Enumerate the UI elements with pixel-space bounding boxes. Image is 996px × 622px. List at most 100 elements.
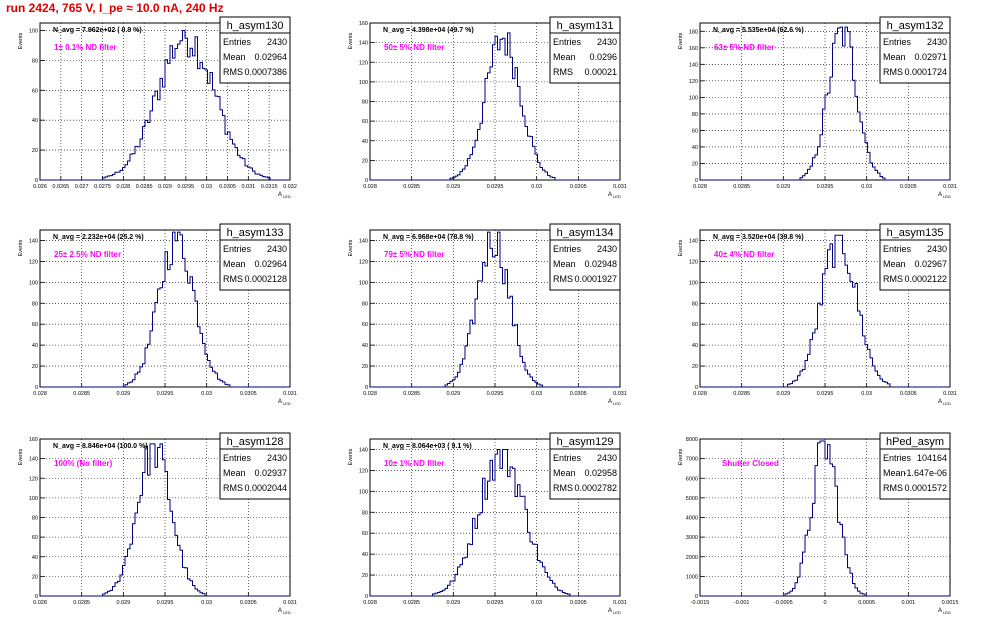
y-tick-label: 80 <box>362 510 368 516</box>
y-tick-label: 160 <box>29 437 38 443</box>
x-tick-label: -0.0005 <box>774 600 793 606</box>
stats-mean-value: -1.647e-06 <box>903 468 947 478</box>
stats-rms-value: 0.0002782 <box>574 483 617 493</box>
stats-box <box>879 223 951 291</box>
stats-box <box>219 16 291 84</box>
histogram-panel-hPed_asym: -0.0015 -0.001 -0.0005 0 0.0005 0.001 0.0015 0 1… <box>678 432 959 615</box>
x-tick-label: 0.0295 <box>157 391 174 397</box>
y-tick-label: 100 <box>359 80 368 86</box>
plot-frame <box>699 438 951 597</box>
stats-mean-label: Mean <box>553 52 576 62</box>
stats-entries-label: Entries <box>223 244 252 254</box>
x-tick-label: 0.029 <box>446 184 460 190</box>
x-tick-label: 0.029 <box>116 600 130 606</box>
stats-entries-value: 2430 <box>597 37 617 47</box>
histogram-panel-h_asym135: 0.028 0.0285 0.029 0.0295 0.03 0.0305 0.031 0 20… <box>678 223 957 406</box>
x-tick-label: 0.0285 <box>403 391 420 397</box>
x-tick-label: 0.029 <box>158 184 172 190</box>
x-tick-label: -0.001 <box>734 600 750 606</box>
stats-rms-value: 0.0002128 <box>244 274 287 284</box>
stats-mean-value: 0.02937 <box>254 468 287 478</box>
histogram-name: h_asym130 <box>227 20 284 32</box>
stats-box <box>549 223 621 291</box>
histogram-panel-h_asym134: 0.028 0.0285 0.029 0.0295 0.03 0.0305 0.031 0 20… <box>348 223 627 406</box>
histogram-name: hPed_asym <box>886 436 944 448</box>
stats-rms-label: RMS <box>223 274 243 284</box>
filter-label: 25± 2.5% ND filter <box>54 250 121 259</box>
histogram-line <box>700 26 950 181</box>
navg-label: N_avg = 2.232e+04 (25.2 %) <box>53 234 144 241</box>
navg-label: N_avg = 4.398e+04 (49.7 %) <box>383 27 474 34</box>
filter-label: 10± 1% ND filter <box>384 459 444 468</box>
stats-entries-label: Entries <box>223 453 252 463</box>
y-tick-label: 120 <box>359 259 368 265</box>
x-tick-label: 0.031 <box>613 600 627 606</box>
x-tick-label: -0.0015 <box>691 600 710 606</box>
x-tick-label: 0.028 <box>363 391 377 397</box>
stats-mean-label: Mean <box>883 468 906 478</box>
histogram-line <box>700 440 950 597</box>
y-tick-label: 100 <box>29 28 38 34</box>
navg-label: N_avg = 6.968e+04 (78.8 %) <box>383 234 474 241</box>
x-tick-label: 0.03 <box>531 600 542 606</box>
x-tick-label: 0.03 <box>861 391 872 397</box>
y-axis-label: Events <box>678 239 684 256</box>
filter-label: 63± 5% ND filter <box>714 43 774 52</box>
x-tick-label: 0.0295 <box>817 391 834 397</box>
y-tick-label: 20 <box>692 161 698 167</box>
histogram-line <box>370 32 620 181</box>
y-tick-label: 20 <box>362 573 368 579</box>
y-tick-label: 20 <box>362 158 368 164</box>
y-tick-label: 8000 <box>686 437 698 443</box>
y-tick-label: 0 <box>695 178 698 184</box>
x-tick-label: 0.0015 <box>942 600 959 606</box>
stats-entries-value: 2430 <box>267 453 287 463</box>
y-axis-label: Events <box>678 32 684 49</box>
plot-frame <box>39 22 291 181</box>
x-tick-label: 0.0295 <box>487 184 504 190</box>
filter-label: 1± 0.1% ND filter <box>54 43 117 52</box>
x-tick-label: 0.029 <box>776 391 790 397</box>
y-tick-label: 60 <box>362 531 368 537</box>
stats-box <box>219 223 291 291</box>
x-tick-label: 0.027 <box>75 184 89 190</box>
filter-label: Shutter Closed <box>722 459 779 468</box>
x-tick-label: 0 <box>823 600 826 606</box>
y-tick-label: 140 <box>29 238 38 244</box>
histogram-name: h_asym128 <box>227 436 284 448</box>
x-tick-label: 0.032 <box>283 184 297 190</box>
x-tick-label: 0.0305 <box>240 600 257 606</box>
y-tick-label: 1000 <box>686 574 698 580</box>
x-tick-label: 0.031 <box>613 184 627 190</box>
plot-frame <box>39 229 291 388</box>
histogram-line <box>40 29 290 181</box>
stats-mean-label: Mean <box>223 52 246 62</box>
x-tick-label: 0.03 <box>201 600 212 606</box>
stats-box <box>549 432 621 500</box>
stats-entries-value: 2430 <box>597 453 617 463</box>
y-tick-label: 0 <box>35 178 38 184</box>
plot-frame <box>369 438 621 597</box>
x-axis-label: ALED <box>608 399 621 406</box>
histogram-panel-h_asym128: 0.028 0.0285 0.029 0.0295 0.03 0.0305 0.031 0 20… <box>18 432 297 615</box>
y-tick-label: 5000 <box>686 496 698 502</box>
stats-entries-label: Entries <box>553 244 582 254</box>
navg-label: N_avg = 5.535e+04 (62.6 %) <box>713 27 804 34</box>
y-tick-label: 40 <box>692 145 698 151</box>
stats-entries-value: 2430 <box>597 244 617 254</box>
y-tick-label: 80 <box>362 100 368 106</box>
x-tick-label: 0.028 <box>693 391 707 397</box>
x-tick-label: 0.031 <box>943 391 957 397</box>
x-tick-label: 0.031 <box>241 184 255 190</box>
y-tick-label: 40 <box>362 139 368 145</box>
y-tick-label: 140 <box>359 238 368 244</box>
stats-rms-label: RMS <box>553 274 573 284</box>
x-tick-label: 0.0285 <box>403 600 420 606</box>
x-tick-label: 0.0305 <box>219 184 236 190</box>
stats-entries-label: Entries <box>883 37 912 47</box>
histogram-line <box>40 231 290 388</box>
stats-rms-label: RMS <box>883 483 903 493</box>
stats-rms-value: 0.00021 <box>584 67 617 77</box>
x-tick-label: 0.029 <box>116 391 130 397</box>
y-tick-label: 20 <box>32 148 38 154</box>
